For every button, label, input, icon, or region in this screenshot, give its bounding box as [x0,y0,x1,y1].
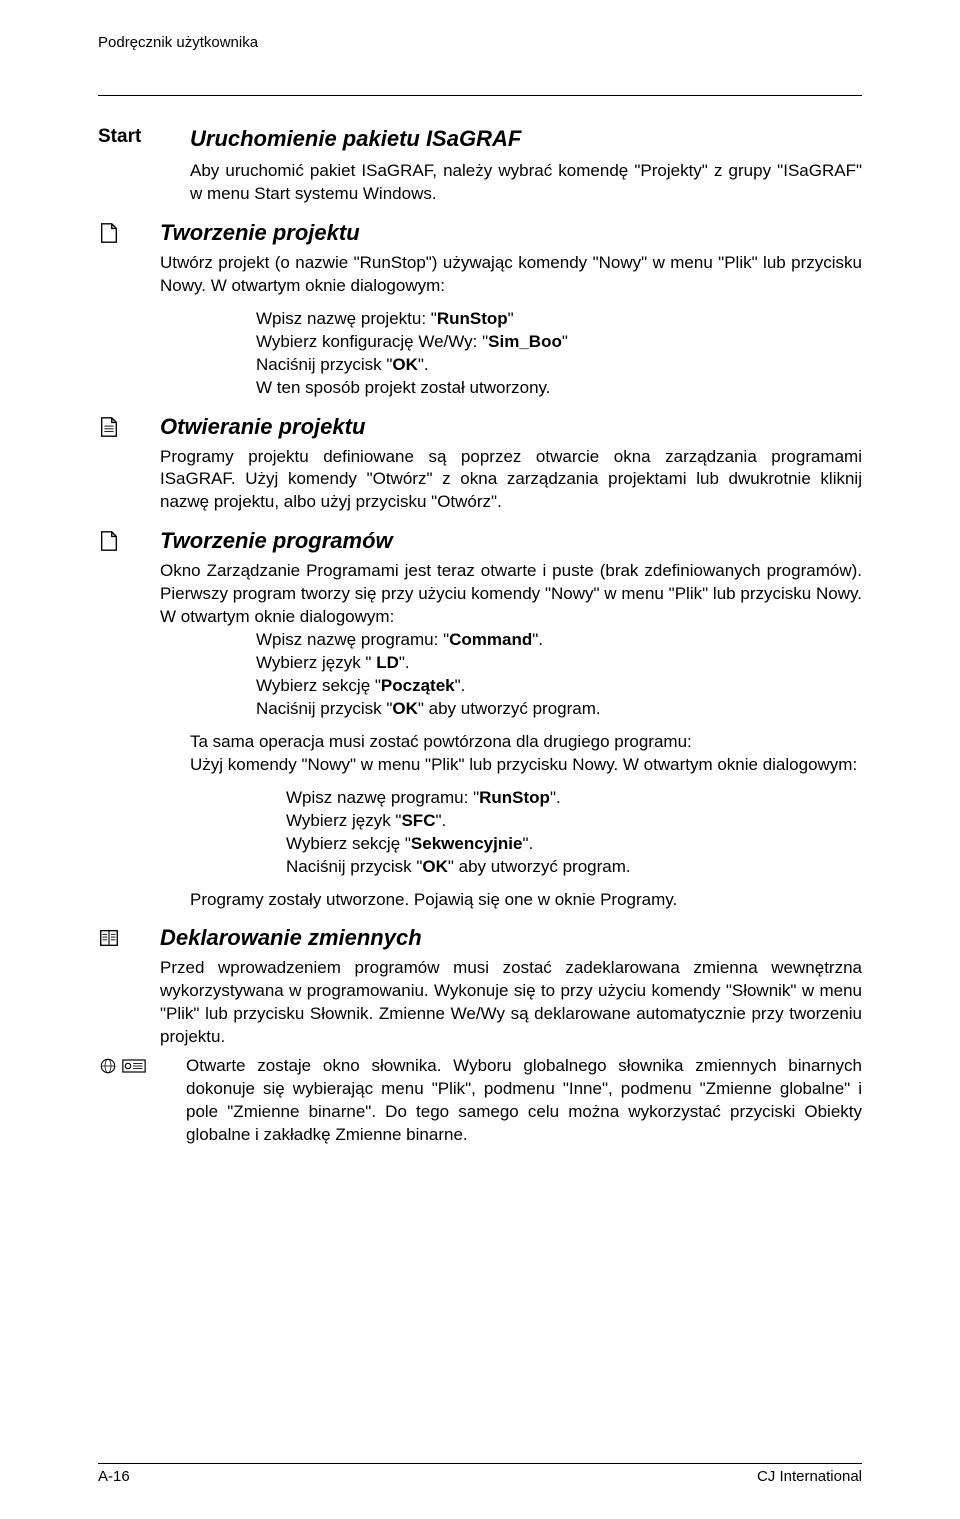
spacer [98,721,862,731]
footer-left: A-16 [98,1468,130,1485]
book-icon [98,927,120,949]
create-programs-m3: Wybierz sekcję "Sekwencyjnie". [286,833,862,856]
icon-cell [98,925,132,949]
create-project-p1: Utwórz projekt (o nazwie "RunStop") używ… [160,252,862,298]
create-programs-p1: Okno Zarządzanie Programami jest teraz o… [160,560,862,629]
create-programs-title: Tworzenie programów [160,528,862,554]
page-header: Podręcznik użytkownika [98,34,862,96]
header-title: Podręcznik użytkownika [98,34,862,51]
footer-rule [98,1463,862,1464]
create-project-l4: W ten sposób projekt został utworzony. [256,377,862,400]
create-programs-row: Tworzenie programów Okno Zarządzanie Pro… [98,528,862,721]
create-project-l2: Wybierz konfigurację We/Wy: "Sim_Boo" [256,331,862,354]
icon-cell-pair [98,1055,158,1075]
create-programs-l3: Wybierz sekcję "Początek". [256,675,862,698]
create-project-row: Tworzenie projektu Utwórz projekt (o naz… [98,220,862,400]
create-programs-l2: Wybierz język " LD". [256,652,862,675]
declare-vars-content: Deklarowanie zmiennych Przed wprowadzeni… [160,925,862,1049]
icon-cell [98,414,132,438]
declare-vars-title: Deklarowanie zmiennych [160,925,862,951]
open-project-body: Programy projektu definiowane są poprzez… [160,446,862,515]
create-programs-p2a: Ta sama operacja musi zostać powtórzona … [190,731,862,754]
create-programs-p3: Programy zostały utworzone. Pojawią się … [190,889,862,912]
global-icon [98,1057,118,1075]
declare-vars-p2: Otwarte zostaje okno słownika. Wyboru gl… [186,1055,862,1147]
create-programs-l4: Naciśnij przycisk "OK" aby utworzyć prog… [256,698,862,721]
footer-right: CJ International [757,1468,862,1485]
create-programs-m1: Wpisz nazwę programu: "RunStop". [286,787,862,810]
open-project-content: Otwieranie projektu Programy projektu de… [160,414,862,515]
intro-body: Aby uruchomić pakiet ISaGRAF, należy wyb… [190,160,862,206]
new-file-icon [98,222,120,244]
create-project-title: Tworzenie projektu [160,220,862,246]
create-programs-content: Tworzenie programów Okno Zarządzanie Pro… [160,528,862,721]
create-programs-p2b: Użyj komendy "Nowy" w menu "Plik" lub pr… [190,754,862,777]
create-programs-second: Ta sama operacja musi zostać powtórzona … [190,731,862,912]
page: Podręcznik użytkownika Start Uruchomieni… [0,0,960,1519]
create-programs-m4: Naciśnij przycisk "OK" aby utworzyć prog… [286,856,862,879]
start-label: Start [98,126,154,206]
open-project-title: Otwieranie projektu [160,414,862,440]
declare-vars-p1: Przed wprowadzeniem programów musi zosta… [160,957,862,1049]
create-project-content: Tworzenie projektu Utwórz projekt (o naz… [160,220,862,400]
intro-title: Uruchomienie pakietu ISaGRAF [190,126,862,152]
lined-file-icon [98,416,120,438]
spacer [98,96,862,126]
create-programs-l1: Wpisz nazwę programu: "Command". [256,629,862,652]
create-project-l3: Naciśnij przycisk "OK". [256,354,862,377]
icon-cell [98,220,132,244]
icon-cell [98,528,132,552]
tag-icon [122,1057,146,1075]
declare-vars-content2: Otwarte zostaje okno słownika. Wyboru gl… [186,1055,862,1147]
create-programs-m2: Wybierz język "SFC". [286,810,862,833]
new-file-icon [98,530,120,552]
open-project-row: Otwieranie projektu Programy projektu de… [98,414,862,515]
intro-section: Uruchomienie pakietu ISaGRAF Aby uruchom… [190,126,862,206]
declare-vars-row2: Otwarte zostaje okno słownika. Wyboru gl… [98,1055,862,1147]
start-row: Start Uruchomienie pakietu ISaGRAF Aby u… [98,126,862,206]
declare-vars-row: Deklarowanie zmiennych Przed wprowadzeni… [98,925,862,1049]
create-project-l1: Wpisz nazwę projektu: "RunStop" [256,308,862,331]
page-footer: A-16 CJ International [98,1463,862,1485]
